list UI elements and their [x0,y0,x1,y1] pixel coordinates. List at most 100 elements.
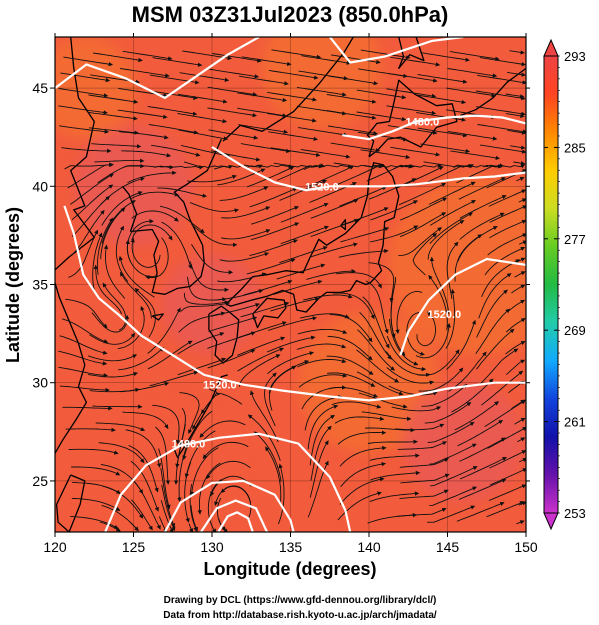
streamline-282 [428,181,476,205]
streamline-242 [145,237,169,280]
streamline-389 [268,69,319,80]
streamline-19 [160,500,174,532]
streamline-209 [115,225,129,282]
streamline-17 [101,504,139,532]
streamline-89 [364,427,416,433]
streamline-64 [98,442,145,464]
streamline-395 [447,68,498,78]
streamline-136 [327,372,376,387]
streamline-135 [297,358,347,368]
y-axis: 25 30 35 40 45 [32,80,530,489]
streamline-275 [219,186,269,201]
streamline-285 [518,198,526,203]
streamline-173 [476,289,508,338]
streamline-338 [178,129,229,141]
coastline-russia [222,37,354,142]
streamline-117 [238,354,281,387]
streamline-396 [477,74,526,85]
streamline-144 [87,354,138,362]
streamline-374 [296,86,347,97]
streamline-49 [130,460,159,512]
streamline-371 [207,86,258,97]
streamline-403 [212,53,262,63]
streamline-404 [241,56,292,67]
streamline-12 [427,505,476,523]
streamline-401 [152,57,203,67]
colorbar-max-arrow [543,38,559,57]
contour-label: 1480.0 [172,439,206,451]
contour-label: 1480.0 [406,116,440,128]
streamline-405 [271,49,322,60]
streamline-88 [334,416,385,424]
streamline-200 [332,292,375,320]
streamline-11 [397,508,447,517]
colorbar-min-arrow [543,512,559,531]
streamline-342 [298,127,348,137]
streamline-348 [477,124,526,134]
streamline-130 [147,340,193,370]
streamline-63 [68,448,119,455]
streamline-284 [488,189,526,207]
streamline-203 [395,291,423,335]
streamline-364 [475,106,526,116]
streamline-147 [177,332,225,355]
streamline-382 [60,72,111,83]
streamline-322 [180,144,231,158]
streamline-94 [514,417,526,425]
streamline-250 [399,212,447,238]
streamline-355 [207,107,258,118]
contour-label: 1520.0 [305,181,339,193]
streamline-154 [385,351,431,378]
streamline-314 [423,161,473,169]
streamline-43 [400,473,450,484]
x-tick-label: 135 [279,539,303,555]
streamline-91 [424,401,472,424]
streamline-199 [303,294,353,301]
streamline-280 [369,178,417,200]
streamline-109 [481,370,524,406]
streamline-378 [416,94,467,105]
streamline-102 [269,365,297,411]
streamline-393 [387,72,438,83]
contour-label: 1520.0 [428,309,462,321]
contour-labels: 1480.0 1520.0 1520.0 1520.0 1480.0 [172,116,462,450]
x-tick-label: 145 [436,539,460,555]
streamline-14 [486,501,525,518]
streamline-108 [451,378,494,413]
x-tick-label: 120 [43,539,67,555]
streamline-79 [65,427,116,433]
contour-line-5 [399,257,526,356]
streamline-313 [393,163,443,170]
x-tick-label: 125 [122,539,146,555]
coastline-shikoku [252,297,287,329]
streamline-179 [180,301,231,312]
streamline-195 [183,292,230,305]
streamline-84 [184,430,216,479]
streamline-381 [505,93,525,99]
streamline-360 [356,111,407,122]
streamline-263 [310,199,359,219]
streamline-379 [446,87,496,98]
streamline-249 [370,225,419,243]
streamline-25 [339,477,385,505]
streamline-277 [279,179,327,201]
streamline-90 [394,423,445,431]
coastline-kyushu [208,305,240,364]
y-tick-label: 35 [32,277,48,293]
streamline-162 [134,287,156,338]
streamline-21 [217,497,229,532]
streamline-259 [191,223,238,248]
contour-line-7 [163,479,295,532]
streamline-290 [187,174,237,183]
streamline-115 [179,392,200,435]
streamline-387 [209,68,260,79]
streamline-42 [370,470,421,481]
streamline-267 [429,200,477,226]
streamline-16 [71,497,121,512]
streamline-73 [367,439,418,444]
streamline-114 [149,370,199,387]
streamline-59 [429,443,477,465]
streamline-158 [505,341,526,355]
streamline-276 [249,187,298,208]
streamline-241 [131,224,173,241]
